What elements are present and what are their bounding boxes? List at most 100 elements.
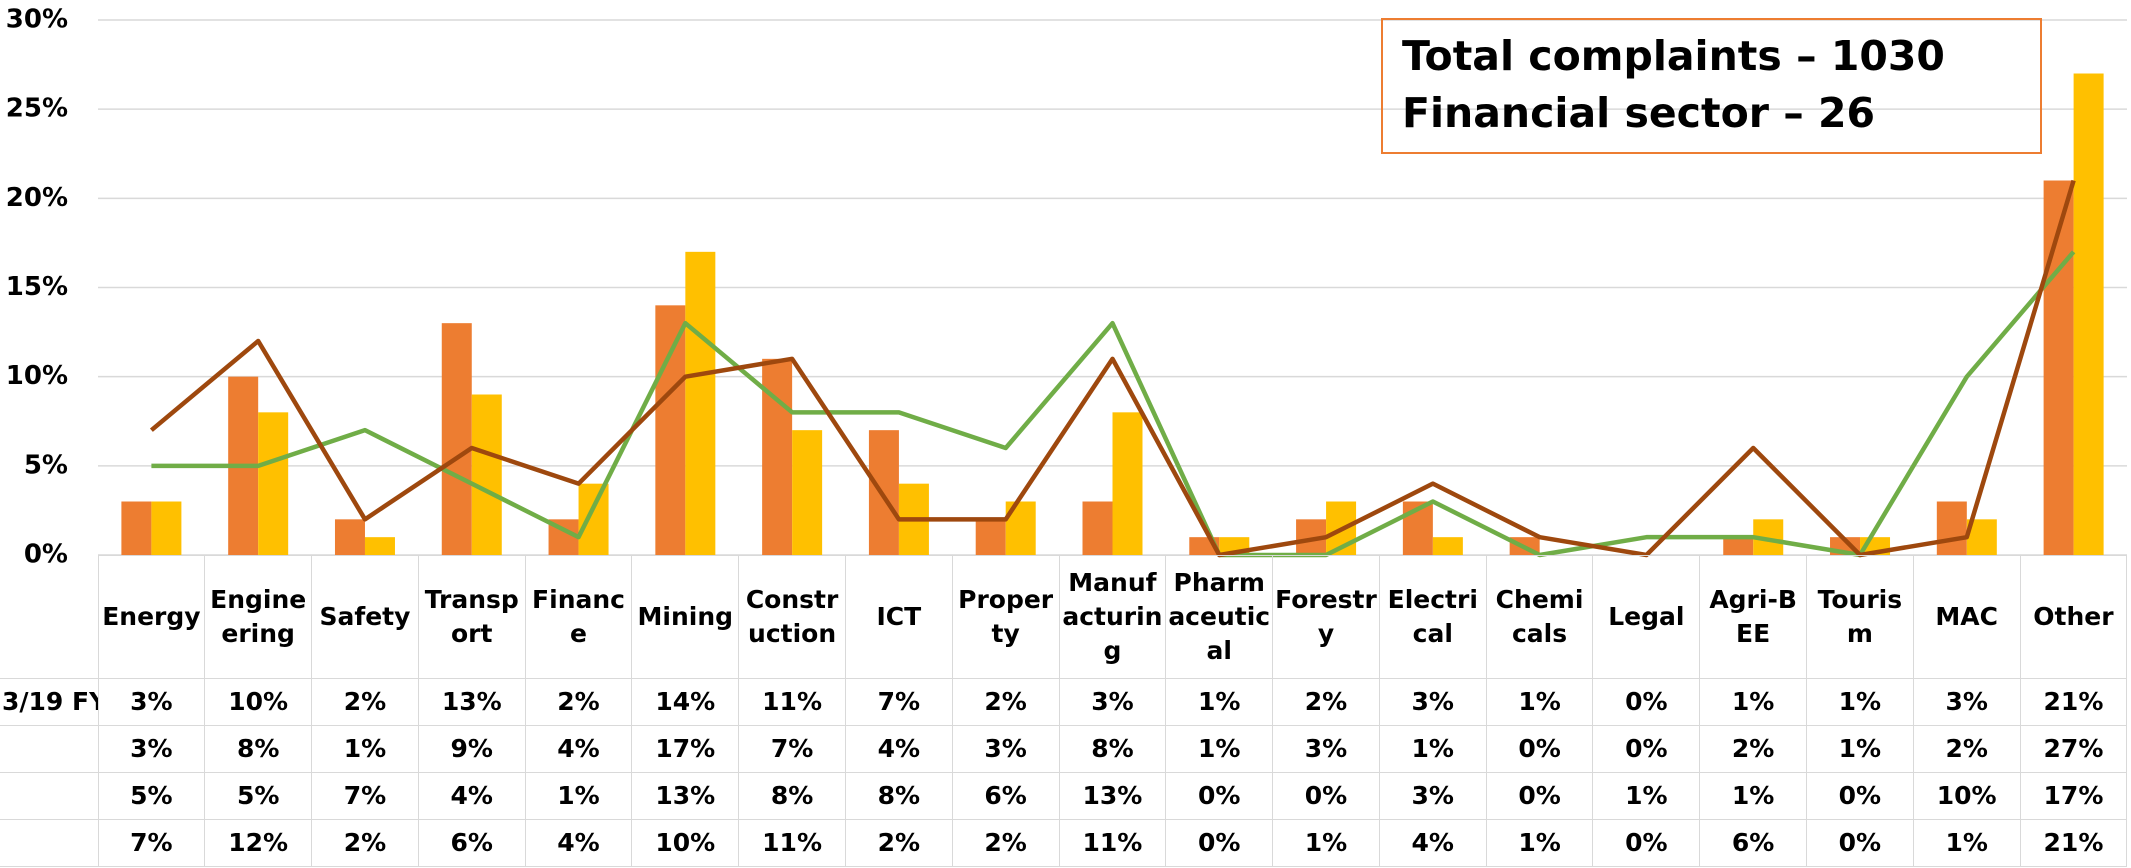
value-label: 0% xyxy=(1165,772,1274,820)
value-label: 0% xyxy=(1806,772,1914,820)
value-label: 4% xyxy=(524,819,633,867)
category-label: Finance xyxy=(524,555,633,679)
bar xyxy=(578,483,609,555)
bar xyxy=(334,519,365,555)
series-label xyxy=(0,725,99,773)
bar xyxy=(151,501,182,555)
value-label: 10% xyxy=(631,819,740,867)
bar xyxy=(792,430,823,555)
category-label: Tourism xyxy=(1806,555,1914,679)
bar xyxy=(655,305,686,555)
value-label: 2% xyxy=(951,819,1060,867)
bar xyxy=(2073,73,2104,555)
line xyxy=(151,250,2076,558)
series-label xyxy=(0,772,99,820)
value-label: 7% xyxy=(97,819,206,867)
data-table: Energy Engineering Safety Transport Finance M… xyxy=(0,555,2128,867)
bar xyxy=(2043,180,2074,555)
category-label: Transport xyxy=(417,555,526,679)
value-label: 1% xyxy=(1165,725,1274,773)
value-label: 4% xyxy=(417,772,526,820)
bar xyxy=(1723,537,1754,555)
series-row: 3% 8% 1% 9% 4% 17% 7% 4% 3% 8% 1% 3% 1% 0% 0% 2% 1% 2% 27% xyxy=(0,725,2128,773)
value-label: 1% xyxy=(311,725,419,773)
value-label: 3% xyxy=(1058,678,1167,726)
bar xyxy=(1432,537,1463,555)
category-label: Other xyxy=(2019,555,2128,679)
value-label: 9% xyxy=(417,725,526,773)
value-label: 2% xyxy=(1912,725,2021,773)
category-label: Construction xyxy=(738,555,846,679)
value-label: 1% xyxy=(1699,678,1807,726)
value-label: 2% xyxy=(524,678,633,726)
value-label: 3% xyxy=(97,678,206,726)
value-label: 10% xyxy=(204,678,313,726)
value-label: 11% xyxy=(1058,819,1167,867)
value-label: 0% xyxy=(1485,772,1594,820)
value-label: 1% xyxy=(1485,819,1594,867)
value-label: 8% xyxy=(1058,725,1167,773)
value-label: 1% xyxy=(1378,725,1487,773)
category-label: Energy xyxy=(97,555,206,679)
y-tick-label: 25% xyxy=(6,94,68,124)
series-row: 7% 12% 2% 6% 4% 10% 11% 2% 2% 11% 0% 1% 4% 1% 0% 6% 0% 1%… xyxy=(0,819,2128,867)
value-label: 13% xyxy=(1058,772,1167,820)
value-label: 6% xyxy=(951,772,1060,820)
value-label: 5% xyxy=(204,772,313,820)
value-label: 12% xyxy=(204,819,313,867)
value-label: 6% xyxy=(417,819,526,867)
category-label: Engineering xyxy=(204,555,313,679)
value-label: 14% xyxy=(631,678,740,726)
value-label: 2% xyxy=(951,678,1060,726)
value-label: 3% xyxy=(97,725,206,773)
annotation: Financial sector – 26 xyxy=(1402,89,1875,137)
value-label: 21% xyxy=(2019,678,2128,726)
value-label: 10% xyxy=(1912,772,2021,820)
value-label: 0% xyxy=(1272,772,1380,820)
corner-cell xyxy=(0,555,99,679)
y-tick-label: 10% xyxy=(6,361,68,391)
category-label: Electrical xyxy=(1378,555,1487,679)
bar xyxy=(121,501,152,555)
bar xyxy=(1936,501,1967,555)
value-label: 13% xyxy=(417,678,526,726)
category-label: ICT xyxy=(844,555,953,679)
value-label: 2% xyxy=(1272,678,1380,726)
value-label: 3% xyxy=(1912,678,2021,726)
series-row: 3/19 FY 3% 10% 2% 13% 2% 14% 11% 7% 2% 3% 1% 2% 3% 1% 0… xyxy=(0,678,2128,726)
value-label: 2% xyxy=(844,819,953,867)
value-label: 1% xyxy=(1806,725,1914,773)
value-label: 11% xyxy=(738,678,846,726)
value-label: 3% xyxy=(1378,772,1487,820)
value-label: 6% xyxy=(1699,819,1807,867)
y-tick-label: 5% xyxy=(24,450,68,480)
value-label: 0% xyxy=(1592,819,1701,867)
value-label: 8% xyxy=(738,772,846,820)
value-label: 8% xyxy=(204,725,313,773)
value-label: 7% xyxy=(311,772,419,820)
value-label: 3% xyxy=(1378,678,1487,726)
value-label: 1% xyxy=(1485,678,1594,726)
value-label: 4% xyxy=(844,725,953,773)
bar xyxy=(258,412,289,555)
value-label: 11% xyxy=(738,819,846,867)
bar xyxy=(471,394,502,555)
value-label: 7% xyxy=(738,725,846,773)
value-label: 1% xyxy=(1699,772,1807,820)
series-label: 3/19 FY xyxy=(0,678,99,726)
bar xyxy=(1112,412,1143,555)
value-label: 0% xyxy=(1592,725,1701,773)
value-label: 3% xyxy=(951,725,1060,773)
category-label: Mining xyxy=(631,555,740,679)
category-label: Forestry xyxy=(1272,555,1380,679)
category-label: Legal xyxy=(1592,555,1701,679)
value-label: 1% xyxy=(524,772,633,820)
value-label: 0% xyxy=(1592,678,1701,726)
series-label xyxy=(0,819,99,867)
value-label: 2% xyxy=(311,819,419,867)
y-tick-label: 30% xyxy=(6,5,68,35)
value-label: 4% xyxy=(524,725,633,773)
line xyxy=(149,179,2076,558)
